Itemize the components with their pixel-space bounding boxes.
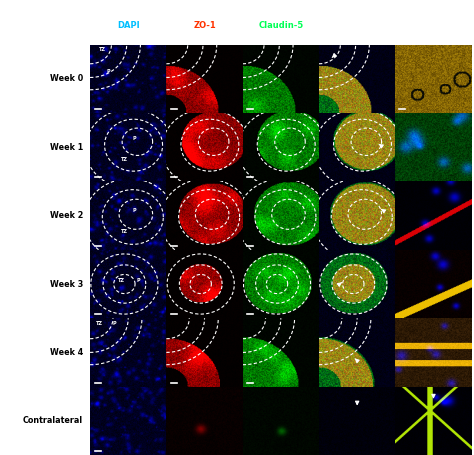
Text: TZ: TZ [120, 229, 128, 234]
Text: Week 0: Week 0 [50, 74, 83, 83]
Text: P: P [133, 136, 137, 141]
Text: Week 1: Week 1 [50, 143, 83, 152]
Text: Week 2: Week 2 [50, 211, 83, 220]
Text: ZO-1: ZO-1 [193, 21, 216, 30]
Text: TZ: TZ [96, 321, 103, 326]
Text: TZ: TZ [99, 47, 106, 52]
Text: P: P [137, 278, 140, 283]
Text: Week 3: Week 3 [50, 279, 83, 288]
Text: DAPI: DAPI [117, 21, 139, 30]
Text: Contralateral: Contralateral [23, 416, 83, 425]
Text: P: P [133, 208, 137, 213]
Text: Claudin-5: Claudin-5 [258, 21, 303, 30]
Text: Week 4: Week 4 [50, 348, 83, 357]
Text: Zoom: Zoom [420, 21, 447, 30]
Text: Merge: Merge [342, 21, 372, 30]
Text: P: P [113, 321, 117, 326]
Text: TZ: TZ [118, 278, 125, 283]
Text: P: P [107, 69, 110, 74]
Text: TZ: TZ [120, 157, 128, 162]
